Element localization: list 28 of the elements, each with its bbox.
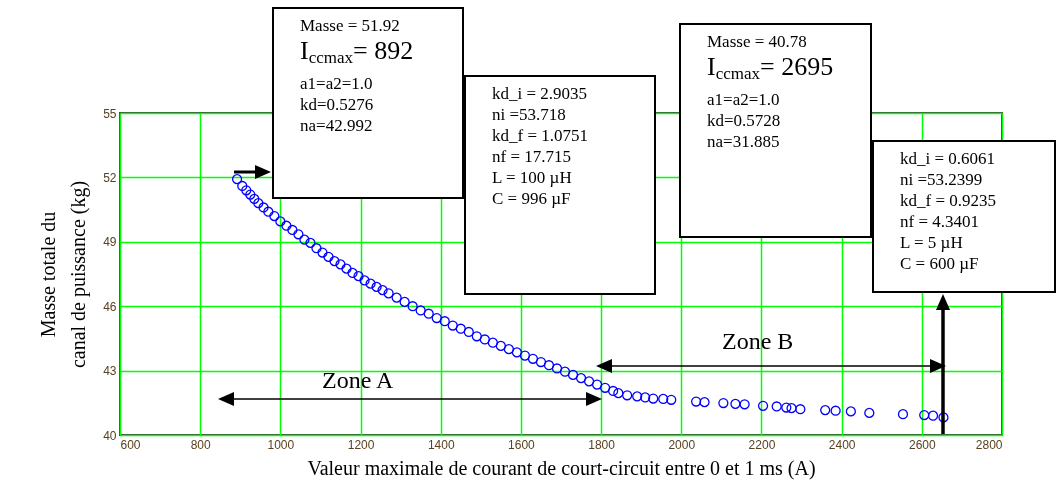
annotation: Masse = 40.78 I$_{ccmax}$= 2695 a1=a2=1.0 kd=0.5728 na=31.885 xyxy=(707,31,835,152)
x-tick-label: 1400 xyxy=(427,437,455,452)
text-box: Masse = 51.92 I$_{ccmax}$= 892 a1=a2=1.0 kd=0.5276 na=42.992 xyxy=(272,7,464,199)
y-tick-label: 40 xyxy=(103,428,117,443)
x-tick-label: 600 xyxy=(120,437,141,452)
x-axis-title: Valeur maximale de courant de court-circuit entre 0 et 1 ms (A) xyxy=(307,456,816,480)
text-box: kd_i = 0.6061 ni =53.2399 kd_f = 0.9235 nf = 4.3401 L = 5 µH C = 600 µF xyxy=(872,140,1056,293)
x-tick-label: 2600 xyxy=(908,437,936,452)
text-box: Masse = 40.78 I$_{ccmax}$= 2695 a1=a2=1.0 kd=0.5728 na=31.885 xyxy=(679,23,872,238)
x-tick-label: 2200 xyxy=(748,437,776,452)
x-tick-label: 2400 xyxy=(828,437,856,452)
annotation: kd_i = 0.6061 ni =53.2399 kd_f = 0.9235 nf = 4.3401 L = 5 µH C = 600 µF xyxy=(900,148,997,274)
y-tick-label: 49 xyxy=(103,235,117,250)
annotation: kd_i = 2.9035 ni =53.718 kd_f = 1.0751 nf = 17.715 L = 100 µH C = 996 µF xyxy=(492,83,589,209)
x-tick-label: 1000 xyxy=(267,437,295,452)
x-tick-label: 2800 xyxy=(975,437,1003,452)
x-tick-label: 2000 xyxy=(668,437,696,452)
annotation: Masse = 51.92 I$_{ccmax}$= 892 a1=a2=1.0 kd=0.5276 na=42.992 xyxy=(300,15,415,136)
y-axis-title: Masse totale du canal de puissance (kg) xyxy=(37,180,91,369)
y-tick-label: 55 xyxy=(103,106,117,121)
x-tick-label: 1800 xyxy=(588,437,616,452)
x-tick-label: 800 xyxy=(190,437,212,452)
x-tick-label: 1600 xyxy=(508,437,536,452)
y-tick-label: 52 xyxy=(103,170,117,185)
x-tick-label: 1200 xyxy=(347,437,375,452)
y-tick-label: 43 xyxy=(103,364,117,379)
text-box: kd_i = 2.9035 ni =53.718 kd_f = 1.0751 nf = 17.715 L = 100 µH C = 996 µF xyxy=(464,75,656,295)
y-tick-label: 46 xyxy=(103,299,117,314)
